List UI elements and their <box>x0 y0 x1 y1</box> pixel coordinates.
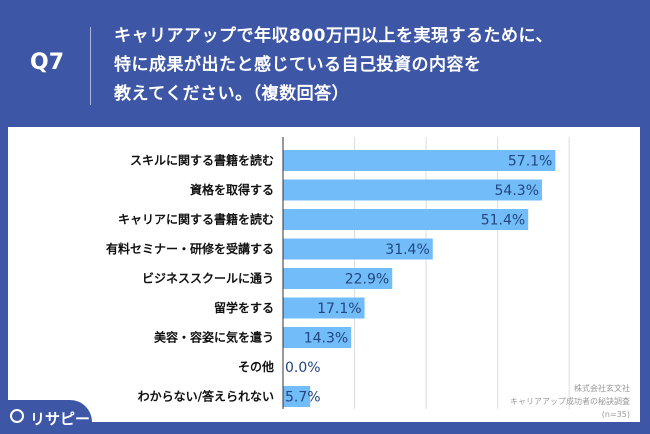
category-label: 有料セミナー・研修を受講する <box>106 241 274 256</box>
divider <box>90 27 91 105</box>
title-line: 特に成果が出たと感じている自己投資の内容を <box>114 55 482 75</box>
category-label: スキルに関する書籍を読む <box>130 153 274 168</box>
bar <box>283 327 352 348</box>
value-label: 17.1% <box>317 301 361 317</box>
bar <box>283 209 529 230</box>
title-line: 教えてください。（複数回答） <box>114 84 350 104</box>
bar <box>283 268 393 289</box>
category-label: キャリアに関する書籍を読む <box>118 212 274 227</box>
bar-chart: スキルに関する書籍を読む 57.1% 資格を取得する 54.3% キャリアに関する書籍を… <box>106 137 570 409</box>
header: Q7 キャリアアップで年収800万円以上を実現するために、 特に成果が出たと感じ… <box>0 0 650 126</box>
bar <box>283 386 311 407</box>
value-label: 5.7% <box>285 390 321 406</box>
value-label: 0.0% <box>285 360 321 376</box>
chart-panel: スキルに関する書籍を読む 57.1% 資格を取得する 54.3% キャリアに関する書籍を… <box>8 127 640 422</box>
bar <box>283 179 543 201</box>
question-title: キャリアアップで年収800万円以上を実現するために、 特に成果が出たと感じている… <box>114 22 553 109</box>
category-label: その他 <box>238 359 274 374</box>
value-label: 57.1% <box>508 154 552 170</box>
source-line: (n=35) <box>601 410 630 419</box>
category-label: 美容・容姿に気を遣う <box>154 330 274 345</box>
value-label: 14.3% <box>304 331 348 347</box>
logo: リサピー <box>0 400 92 434</box>
value-label: 51.4% <box>481 213 525 229</box>
pin-icon <box>10 409 24 423</box>
bar <box>283 150 556 171</box>
category-label: 留学をする <box>214 300 274 315</box>
category-label: わからない/答えられない <box>138 389 274 404</box>
source-line: 株式会社玄文社 <box>574 384 630 393</box>
value-label: 31.4% <box>385 242 429 258</box>
bar <box>283 297 365 319</box>
source-note: 株式会社玄文社 キャリアアップ成功者の秘訣調査 (n=35) <box>510 382 630 421</box>
question-number: Q7 <box>30 50 65 75</box>
bar <box>283 238 433 260</box>
value-label: 54.3% <box>495 183 539 199</box>
category-label: 資格を取得する <box>190 182 274 197</box>
source-line: キャリアアップ成功者の秘訣調査 <box>510 397 630 406</box>
logo-text: リサピー <box>30 410 91 428</box>
title-line: キャリアアップで年収800万円以上を実現するために、 <box>114 26 553 46</box>
category-label: ビジネススクールに通う <box>142 271 274 286</box>
value-label: 22.9% <box>345 272 389 288</box>
